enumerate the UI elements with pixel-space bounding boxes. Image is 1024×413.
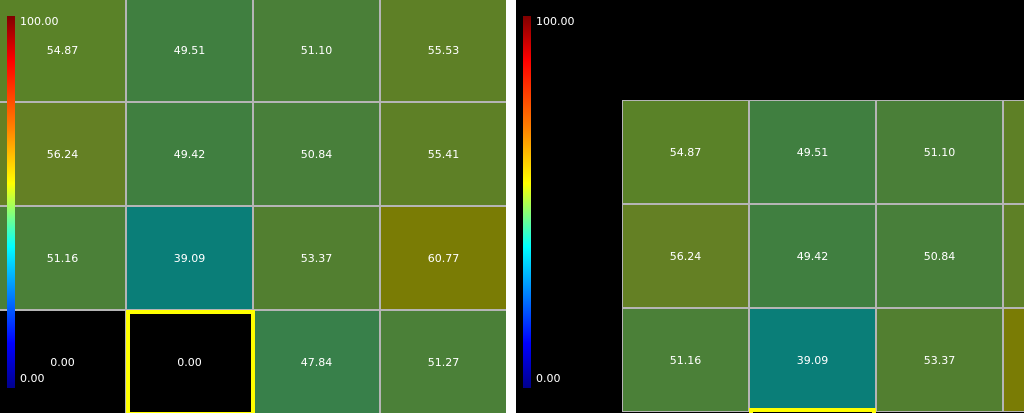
- heatmap-cell[interactable]: 49.42: [749, 204, 876, 308]
- colorbar-max: 100.00: [20, 15, 59, 28]
- heatmap-cell[interactable]: 55.41: [380, 102, 506, 206]
- heatmap-cell[interactable]: 47.84: [253, 310, 380, 413]
- heatmap-cell[interactable]: 49.51: [126, 0, 253, 102]
- heatmap-cell[interactable]: 50.84: [253, 102, 380, 206]
- colorbar-max: 100.00: [536, 15, 575, 28]
- selection-box: [749, 408, 876, 413]
- heatmap-cell[interactable]: 53.37: [876, 308, 1003, 412]
- heatmap-cell[interactable]: 54.87: [622, 100, 749, 204]
- partial-cell: [1003, 100, 1024, 204]
- colorbar-min: 0.00: [20, 372, 45, 385]
- selection-box: [126, 310, 255, 413]
- heatmap-cell[interactable]: 0.00: [0, 310, 126, 413]
- heatmap-cell[interactable]: 49.42: [126, 102, 253, 206]
- heatmap-cell[interactable]: 53.37: [253, 206, 380, 310]
- heatmap-cell[interactable]: 51.27: [380, 310, 506, 413]
- heatmap-cell[interactable]: 51.10: [876, 100, 1003, 204]
- heatmap-cell[interactable]: 0.00: [126, 310, 253, 413]
- left-panel: 54.87 49.51 51.10 55.53 56.24 49.42 50.84 55.41…: [0, 0, 506, 413]
- heatmap-cell[interactable]: 56.24: [0, 102, 126, 206]
- heatmap-cell[interactable]: 39.09: [126, 206, 253, 310]
- partial-cell: [1003, 308, 1024, 412]
- heatmap-cell[interactable]: 51.16: [622, 308, 749, 412]
- heatmap-cell[interactable]: 55.53: [380, 0, 506, 102]
- heatmap-cell[interactable]: 56.24: [622, 204, 749, 308]
- heatmap-cell[interactable]: 54.87: [0, 0, 126, 102]
- right-panel: 54.87 49.51 51.10 56.24 49.42 50.84 51.16 39.09…: [516, 0, 1024, 413]
- heatmap-cell[interactable]: 50.84: [876, 204, 1003, 308]
- heatmap-cell[interactable]: 49.51: [749, 100, 876, 204]
- colorbar-min: 0.00: [536, 372, 561, 385]
- partial-cell: [1003, 204, 1024, 308]
- colorbar: [7, 16, 15, 388]
- heatmap-cell[interactable]: 60.77: [380, 206, 506, 310]
- heatmap-cell[interactable]: 51.10: [253, 0, 380, 102]
- heatmap-cell[interactable]: 51.16: [0, 206, 126, 310]
- colorbar: [523, 16, 531, 388]
- heatmap-cell[interactable]: 39.09: [749, 308, 876, 412]
